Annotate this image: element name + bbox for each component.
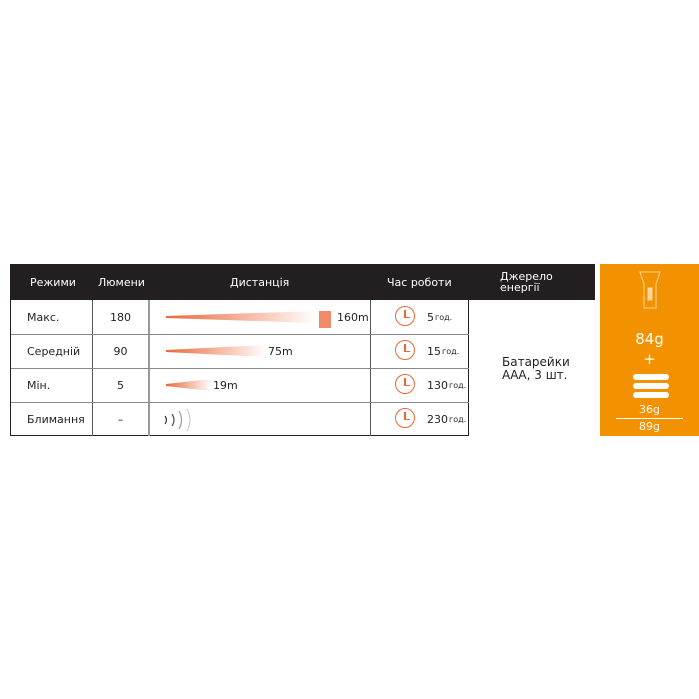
table-header: Режими Люмени Дистанція Час роботи Джере… xyxy=(10,264,595,300)
header-lumens: Люмени xyxy=(98,275,145,289)
table-row: Мін. 5 19m 130 год. xyxy=(11,368,469,403)
energy-source: Батарейки ААА, 3 шт. xyxy=(502,355,570,382)
clock-icon xyxy=(395,408,415,428)
flashlight-icon xyxy=(639,271,661,309)
beam-bar xyxy=(166,345,266,357)
beam-end-marker xyxy=(319,311,331,328)
distance: 19m xyxy=(213,378,238,392)
lumens: – xyxy=(117,412,124,426)
modes-table: Макс. 180 160m 5 год. Середній 90 75m 15 г… xyxy=(10,300,469,436)
strobe-waves-icon xyxy=(164,408,191,432)
distance: 160m xyxy=(337,310,369,324)
flashlight-weight: 84g xyxy=(635,330,664,348)
table-row: Середній 90 75m 15 год. xyxy=(11,334,469,369)
battery-icon xyxy=(633,383,669,389)
battery-icon xyxy=(633,374,669,380)
total-weight: 89g xyxy=(639,420,660,433)
header-energy: Джерело енергії xyxy=(500,270,553,294)
mode: Макс. xyxy=(27,310,60,324)
table-row: Макс. 180 160m 5 год. xyxy=(11,300,469,335)
mode: Блимання xyxy=(27,412,85,426)
header-modes: Режими xyxy=(30,275,76,289)
table-row: Блимання – 230 год. xyxy=(11,402,469,436)
battery-weight: 36g xyxy=(639,403,660,416)
clock-icon xyxy=(395,306,415,326)
mode: Мін. xyxy=(27,378,51,392)
plus-sign: + xyxy=(643,350,656,368)
lumens: 180 xyxy=(110,310,131,324)
beam-bar xyxy=(166,379,211,391)
distance: 75m xyxy=(268,344,293,358)
battery-icon xyxy=(633,392,669,398)
divider xyxy=(616,418,683,419)
clock-icon xyxy=(395,374,415,394)
weight-panel: 84g + 36g 89g xyxy=(600,264,699,436)
mode: Середній xyxy=(27,344,81,358)
lumens: 5 xyxy=(117,378,124,392)
clock-icon xyxy=(395,340,415,360)
header-runtime: Час роботи xyxy=(387,275,452,289)
header-distance: Дистанція xyxy=(230,275,290,289)
beam-bar xyxy=(166,311,316,323)
lumens: 90 xyxy=(113,344,128,358)
